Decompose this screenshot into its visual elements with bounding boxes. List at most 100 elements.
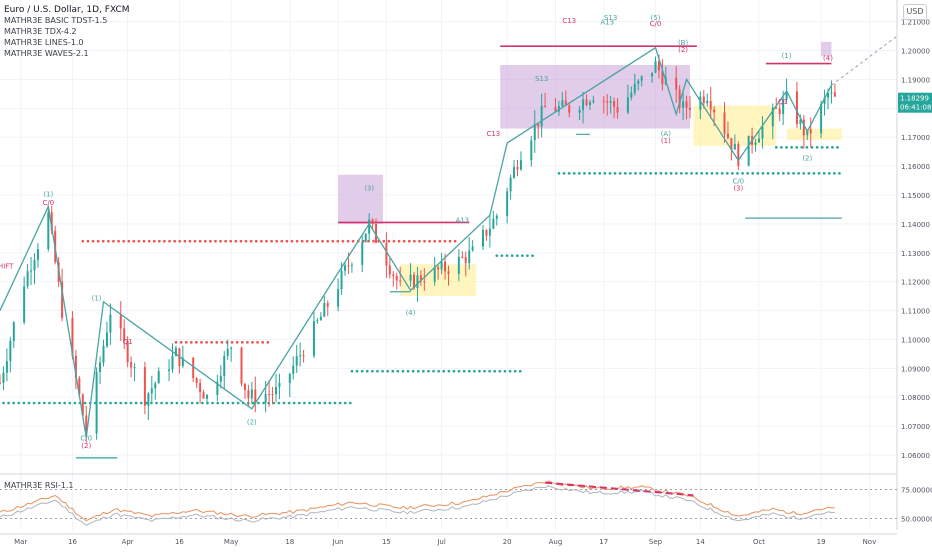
indicator-label-tdx[interactable]: MATHR3E TDX-4.2 <box>4 27 77 36</box>
time-tick-label: 20 <box>503 538 512 546</box>
projection-path <box>831 35 898 86</box>
candle-up <box>830 92 833 94</box>
candle-up <box>368 219 371 234</box>
candle-up <box>340 270 343 290</box>
wave-label: C/0 <box>732 177 744 185</box>
wave-label: S13 <box>535 75 548 83</box>
price-tick-label: 1.06000 <box>901 452 930 460</box>
candle-up <box>36 249 39 260</box>
candle-up <box>150 388 153 394</box>
indicator-label-waves[interactable]: MATHR3E WAVES-2.1 <box>4 49 89 58</box>
candle-down <box>119 314 122 329</box>
candle-up <box>682 101 685 108</box>
wave-label: (1) <box>782 52 792 60</box>
candle-up <box>33 259 36 271</box>
candle-down <box>240 347 243 384</box>
wave-label: (2) <box>247 419 257 427</box>
candle-up <box>299 355 302 357</box>
indicator-label-lines[interactable]: MATHR3E LINES-1.0 <box>4 38 84 47</box>
candle-up <box>26 271 29 287</box>
candle-up <box>312 321 315 356</box>
candle-down <box>464 257 467 264</box>
candle-up <box>250 389 253 399</box>
wave-label: S13 <box>604 14 617 22</box>
price-tick-label: 1.15000 <box>901 192 930 200</box>
candle-down <box>675 77 678 90</box>
candle-up <box>468 250 471 264</box>
candle-up <box>102 346 105 363</box>
candle-up <box>582 99 585 110</box>
candle-down <box>537 123 540 127</box>
wave-label: (1) <box>661 137 671 145</box>
candle-up <box>533 123 536 141</box>
wave-label: (5) <box>651 14 661 22</box>
wave-label: (2) <box>81 442 91 450</box>
candle-down <box>395 276 398 281</box>
candle-down <box>71 317 74 356</box>
candle-down <box>775 107 778 109</box>
candle-down <box>78 378 81 395</box>
time-tick-label: May <box>224 538 238 546</box>
candle-down <box>689 107 691 110</box>
wave-layer <box>0 35 898 438</box>
time-tick-label: 18 <box>285 538 294 546</box>
currency-button[interactable]: USD <box>903 4 927 20</box>
candle-up <box>364 233 367 242</box>
candle-down <box>444 261 447 272</box>
wave-label: (4) <box>406 309 416 317</box>
candle-up <box>699 96 702 110</box>
wave-label: (A) <box>661 130 672 138</box>
indicator-label-tdst[interactable]: MATHR3E BASIC TDST-1.5 <box>4 16 108 25</box>
candle-down <box>726 133 729 139</box>
time-tick-label: Jun <box>332 538 344 546</box>
candle-down <box>50 212 53 231</box>
candle-up <box>157 371 160 384</box>
time-tick-label: 19 <box>817 538 826 546</box>
candle-up <box>409 274 412 281</box>
candle-down <box>657 61 660 71</box>
wave-label: Q1 <box>123 338 133 346</box>
time-tick-label: 14 <box>696 538 705 546</box>
price-tick-label: 1.21000 <box>901 19 930 27</box>
candle-down <box>423 281 426 283</box>
candle-up <box>230 347 233 349</box>
candle-up <box>747 135 750 166</box>
zone-layer <box>338 41 842 297</box>
wave-label: (4) <box>823 55 833 63</box>
candle-down <box>326 303 329 307</box>
candle-down <box>192 357 195 379</box>
candle-up <box>295 356 298 366</box>
candle-up <box>592 100 595 103</box>
candle-down <box>809 129 812 134</box>
candle-down <box>302 355 305 357</box>
candle-down <box>271 394 274 396</box>
candle-down <box>81 394 84 416</box>
zone-violet <box>821 41 832 57</box>
time-tick-label: Apr <box>122 538 134 546</box>
candle-down <box>419 275 422 282</box>
level-layer <box>2 45 844 459</box>
wave-label: (3) <box>733 185 743 193</box>
wave-label: (2) <box>678 46 688 54</box>
candle-up <box>761 126 764 139</box>
candle-down <box>447 271 450 274</box>
candle-down <box>544 105 547 108</box>
candle-down <box>199 382 202 393</box>
candle-down <box>388 265 391 275</box>
candle-up <box>492 218 495 229</box>
candle-up <box>181 357 184 366</box>
candle-up <box>316 320 319 322</box>
candle-up <box>633 83 636 93</box>
candle-down <box>802 119 805 136</box>
candle-up <box>706 100 709 104</box>
candle-down <box>778 108 781 115</box>
candle-up <box>9 340 12 362</box>
candle-down <box>371 219 374 225</box>
price-tick-label: 1.12000 <box>901 279 930 287</box>
zone-violet <box>338 174 383 224</box>
time-tick-label: Aug <box>549 538 563 546</box>
candle-up <box>344 265 346 271</box>
candle-down <box>602 100 605 102</box>
